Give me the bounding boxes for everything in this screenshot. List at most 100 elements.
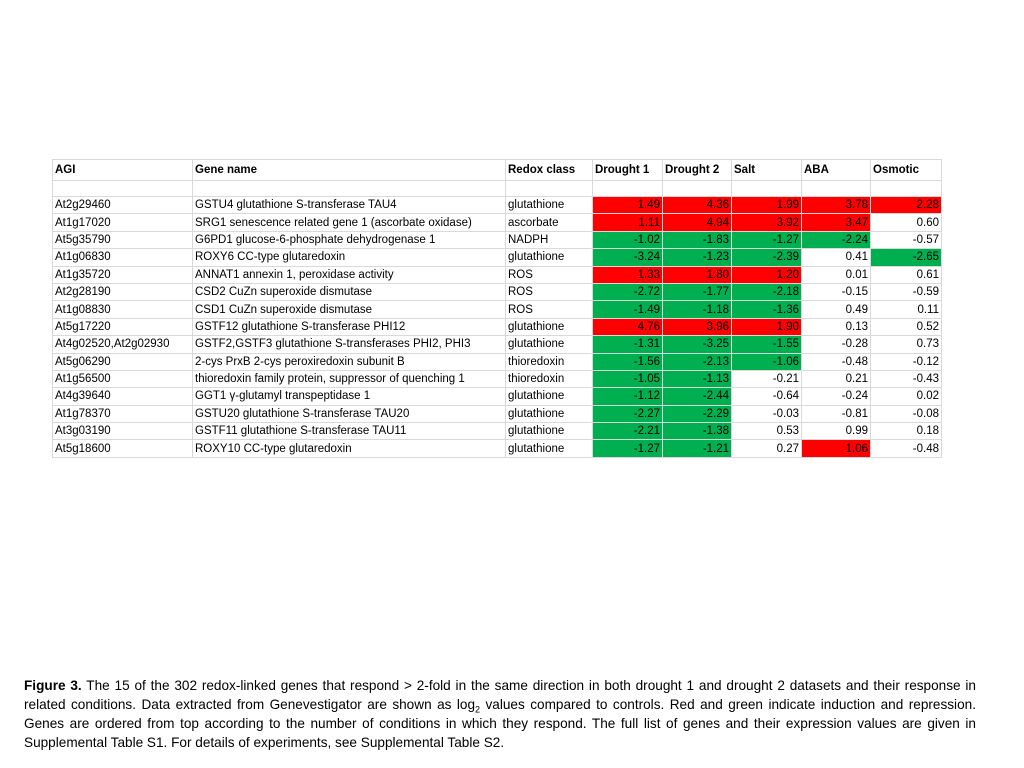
table-row: At2g28190 CSD2 CuZn superoxide dismutase R… — [52, 282, 942, 302]
table-row: At5g17220 GSTF12 glutathione S-transferas… — [52, 317, 942, 337]
drought-2-value-cell: -2.29 — [662, 404, 732, 424]
redox-class-cell: ROS — [505, 282, 593, 302]
osmotic-value-cell: 0.73 — [870, 335, 942, 354]
osmotic-value-cell: 0.18 — [870, 422, 942, 441]
table-row: At5g06290 2-cys PrxB 2-cys peroxiredoxin… — [52, 352, 942, 371]
header-drought-2: Drought 2 — [662, 159, 732, 181]
salt-value-cell: 1.90 — [731, 317, 802, 337]
aba-value-cell: 3.78 — [801, 195, 871, 215]
redox-class-cell: glutathione — [505, 404, 593, 424]
drought-1-value-cell: -1.27 — [592, 439, 663, 458]
table-row: At5g35790 G6PD1 glucose-6-phosphate dehyd… — [52, 230, 942, 250]
drought-1-value-cell: 1.11 — [592, 213, 663, 232]
header-salt: Salt — [731, 159, 802, 181]
table-row: At5g18600 ROXY10 CC-type glutaredoxin glut… — [52, 439, 942, 458]
osmotic-value-cell: -0.43 — [870, 369, 942, 389]
salt-value-cell: 1.20 — [731, 265, 802, 284]
osmotic-value-cell: 0.02 — [870, 387, 942, 406]
salt-value-cell: -0.21 — [731, 369, 802, 389]
osmotic-value-cell: -0.08 — [870, 404, 942, 424]
drought-1-value-cell: -1.49 — [592, 300, 663, 319]
drought-2-value-cell: -1.23 — [662, 248, 732, 267]
osmotic-value-cell: 2.28 — [870, 195, 942, 215]
table-row: At1g78370 GSTU20 glutathione S-transferas… — [52, 404, 942, 424]
redox-class-cell: glutathione — [505, 317, 593, 337]
caption-subscript: 2 — [475, 704, 481, 715]
salt-value-cell: -0.03 — [731, 404, 802, 424]
table-row: At2g29460 GSTU4 glutathione S-transferase… — [52, 195, 942, 215]
agi-cell: At1g06830 — [52, 248, 193, 267]
drought-2-value-cell: 4.94 — [662, 213, 732, 232]
agi-cell: At4g02520,At2g02930 — [52, 335, 193, 354]
gene-name-cell: ROXY6 CC-type glutaredoxin — [192, 248, 506, 267]
osmotic-value-cell: 0.61 — [870, 265, 942, 284]
aba-value-cell: 0.99 — [801, 422, 871, 441]
table-row: At1g35720 ANNAT1 annexin 1, peroxidase ac… — [52, 265, 942, 284]
drought-1-value-cell: -2.27 — [592, 404, 663, 424]
drought-1-value-cell: 4.76 — [592, 317, 663, 337]
osmotic-value-cell: -0.57 — [870, 230, 942, 250]
agi-cell: At3g03190 — [52, 422, 193, 441]
table-row: At3g03190 GSTF11 glutathione S-transferas… — [52, 422, 942, 441]
aba-value-cell: -2.24 — [801, 230, 871, 250]
aba-value-cell: 0.41 — [801, 248, 871, 267]
header-row: AGI Gene name Redox class Drought 1 Drou… — [52, 159, 942, 181]
agi-cell: At1g35720 — [52, 265, 193, 284]
gene-name-cell: CSD2 CuZn superoxide dismutase — [192, 282, 506, 302]
gene-name-cell: CSD1 CuZn superoxide dismutase — [192, 300, 506, 319]
drought-1-value-cell: -1.02 — [592, 230, 663, 250]
gene-name-cell: 2-cys PrxB 2-cys peroxiredoxin subunit B — [192, 352, 506, 371]
agi-cell: At4g39640 — [52, 387, 193, 406]
agi-cell: At1g78370 — [52, 404, 193, 424]
redox-class-cell: NADPH — [505, 230, 593, 250]
drought-1-value-cell: -2.72 — [592, 282, 663, 302]
gene-name-cell: SRG1 senescence related gene 1 (ascorbat… — [192, 213, 506, 232]
gene-name-cell: GSTF12 glutathione S-transferase PHI12 — [192, 317, 506, 337]
drought-2-value-cell: -1.18 — [662, 300, 732, 319]
agi-cell: At1g56500 — [52, 369, 193, 389]
redox-class-cell: glutathione — [505, 439, 593, 458]
osmotic-value-cell: 0.11 — [870, 300, 942, 319]
drought-2-value-cell: -2.13 — [662, 352, 732, 371]
table-row: At1g56500 thioredoxin family protein, sup… — [52, 369, 942, 389]
osmotic-value-cell: 0.60 — [870, 213, 942, 232]
osmotic-value-cell: -0.48 — [870, 439, 942, 458]
agi-cell: At5g17220 — [52, 317, 193, 337]
redox-class-cell: ROS — [505, 265, 593, 284]
drought-1-value-cell: -1.31 — [592, 335, 663, 354]
gene-name-cell: G6PD1 glucose-6-phosphate dehydrogenase … — [192, 230, 506, 250]
drought-2-value-cell: -2.44 — [662, 387, 732, 406]
drought-2-value-cell: -1.83 — [662, 230, 732, 250]
header-agi: AGI — [52, 159, 193, 181]
gene-name-cell: ANNAT1 annexin 1, peroxidase activity — [192, 265, 506, 284]
salt-value-cell: -2.39 — [731, 248, 802, 267]
osmotic-value-cell: -2.65 — [870, 248, 942, 267]
salt-value-cell: 3.92 — [731, 213, 802, 232]
redox-class-cell: glutathione — [505, 335, 593, 354]
table-row: At1g08830 CSD1 CuZn superoxide dismutase R… — [52, 300, 942, 319]
drought-1-value-cell: -3.24 — [592, 248, 663, 267]
aba-value-cell: 3.47 — [801, 213, 871, 232]
gene-name-cell: GGT1 γ-glutamyl transpeptidase 1 — [192, 387, 506, 406]
aba-value-cell: -0.15 — [801, 282, 871, 302]
salt-value-cell: -1.06 — [731, 352, 802, 371]
aba-value-cell: -0.48 — [801, 352, 871, 371]
header-redox-class: Redox class — [505, 159, 593, 181]
agi-cell: At5g06290 — [52, 352, 193, 371]
aba-value-cell: 0.01 — [801, 265, 871, 284]
drought-2-value-cell: -1.38 — [662, 422, 732, 441]
aba-value-cell: 0.13 — [801, 317, 871, 337]
salt-value-cell: 0.53 — [731, 422, 802, 441]
header-aba: ABA — [801, 159, 871, 181]
redox-class-cell: glutathione — [505, 387, 593, 406]
caption-text-part2: values compared to controls. Red and gre… — [24, 697, 976, 750]
salt-value-cell: -0.64 — [731, 387, 802, 406]
redox-class-cell: ROS — [505, 300, 593, 319]
drought-1-value-cell: -1.12 — [592, 387, 663, 406]
drought-2-value-cell: -3.25 — [662, 335, 732, 354]
osmotic-value-cell: -0.12 — [870, 352, 942, 371]
aba-value-cell: -0.24 — [801, 387, 871, 406]
aba-value-cell: 0.49 — [801, 300, 871, 319]
drought-1-value-cell: -1.05 — [592, 369, 663, 389]
table-row: At1g17020 SRG1 senescence related gene 1 … — [52, 213, 942, 232]
